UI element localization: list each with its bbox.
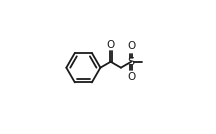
Text: O: O xyxy=(127,41,135,51)
Text: O: O xyxy=(127,72,135,82)
Text: O: O xyxy=(107,40,115,50)
Text: S: S xyxy=(128,57,135,67)
